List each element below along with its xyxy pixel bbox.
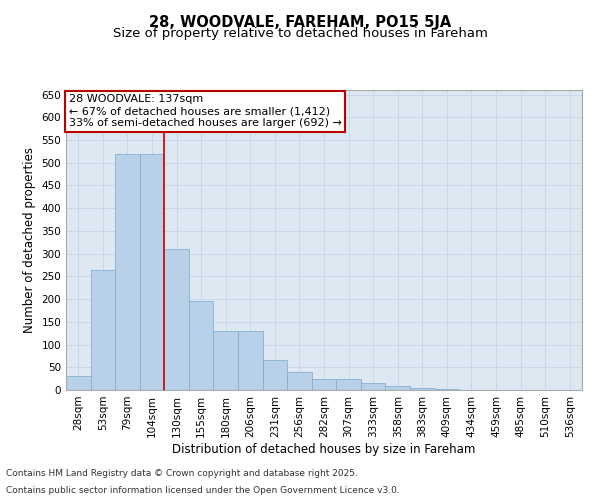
Bar	[336, 378, 361, 390]
Text: Size of property relative to detached houses in Fareham: Size of property relative to detached ho…	[113, 28, 487, 40]
Text: 28 WOODVALE: 137sqm
← 67% of detached houses are smaller (1,412)
33% of semi-det: 28 WOODVALE: 137sqm ← 67% of detached ho…	[68, 94, 341, 128]
Bar	[115, 154, 140, 390]
Bar	[312, 378, 336, 390]
Bar	[214, 331, 238, 390]
Y-axis label: Number of detached properties: Number of detached properties	[23, 147, 36, 333]
Bar	[189, 302, 214, 390]
Bar	[434, 389, 459, 390]
Bar	[385, 386, 410, 390]
Text: 28, WOODVALE, FAREHAM, PO15 5JA: 28, WOODVALE, FAREHAM, PO15 5JA	[149, 15, 451, 30]
Bar	[410, 388, 434, 390]
Text: Contains public sector information licensed under the Open Government Licence v3: Contains public sector information licen…	[6, 486, 400, 495]
X-axis label: Distribution of detached houses by size in Fareham: Distribution of detached houses by size …	[172, 442, 476, 456]
Bar	[140, 154, 164, 390]
Bar	[238, 331, 263, 390]
Bar	[287, 372, 312, 390]
Bar	[164, 249, 189, 390]
Bar	[263, 360, 287, 390]
Text: Contains HM Land Registry data © Crown copyright and database right 2025.: Contains HM Land Registry data © Crown c…	[6, 468, 358, 477]
Bar	[91, 270, 115, 390]
Bar	[361, 383, 385, 390]
Bar	[66, 376, 91, 390]
